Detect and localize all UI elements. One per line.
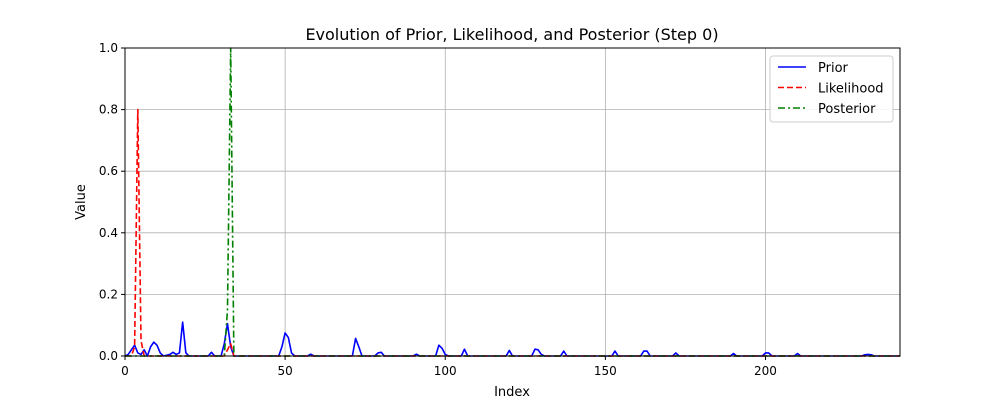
- legend-items: Prior Likelihood Posterior: [778, 61, 884, 117]
- x-tick-label: 0: [121, 364, 129, 378]
- y-tick-label: 0.8: [99, 103, 118, 117]
- y-tick-label: 1.0: [99, 41, 118, 55]
- series-line-prior: [124, 321, 900, 357]
- y-axis-ticks: 0.0 0.2 0.4 0.6 0.8 1.0: [99, 41, 125, 363]
- x-axis-label: Index: [494, 385, 530, 400]
- y-tick-label: 0.4: [99, 226, 118, 240]
- legend-label-posterior: Posterior: [818, 102, 876, 117]
- x-tick-label: 200: [754, 364, 777, 378]
- legend-box: [769, 55, 894, 123]
- x-tick-label: 50: [277, 364, 292, 378]
- plot-frame: [124, 47, 901, 357]
- legend: Prior Likelihood Posterior: [769, 55, 894, 123]
- y-axis-label: Value: [74, 184, 89, 220]
- x-axis-ticks: 0 50 100 150 200: [121, 356, 777, 378]
- x-tick-label: 150: [594, 364, 617, 378]
- x-tick-label: 100: [434, 364, 457, 378]
- legend-label-prior: Prior: [818, 61, 849, 76]
- y-tick-label: 0.2: [99, 287, 118, 301]
- y-tick-label: 0.0: [99, 349, 118, 363]
- legend-label-likelihood: Likelihood: [818, 82, 884, 97]
- y-tick-label: 0.6: [99, 164, 118, 178]
- chart-title: Evolution of Prior, Likelihood, and Post…: [305, 25, 718, 44]
